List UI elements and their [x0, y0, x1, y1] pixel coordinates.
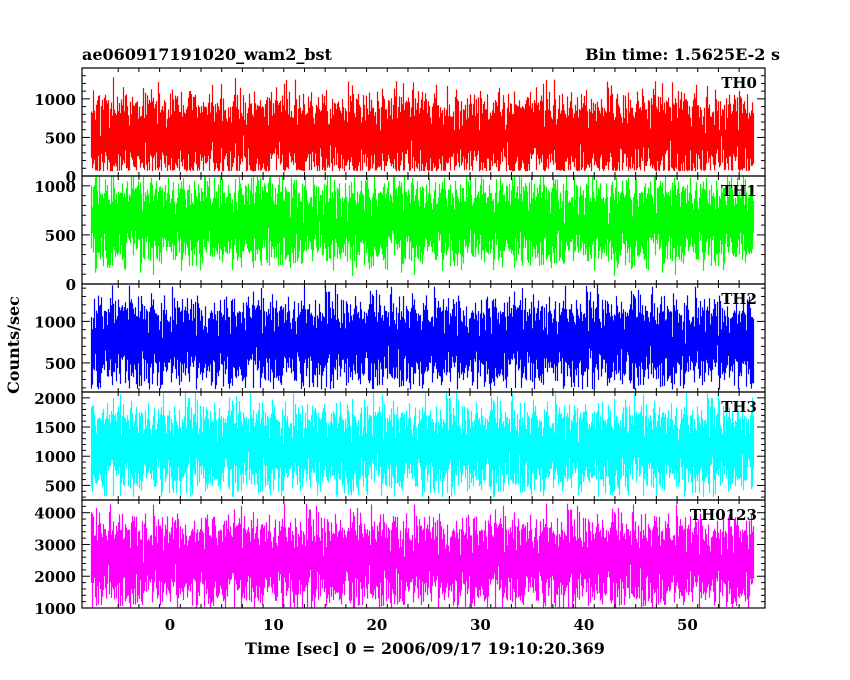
- y-tick-label: 1000: [34, 600, 76, 618]
- series-label-th3: TH3: [721, 398, 757, 416]
- panel-th0123: 1000 2000 3000 4000 TH0123: [34, 499, 766, 618]
- series-label-th0: TH0: [721, 74, 757, 92]
- y-tick-label: 4000: [34, 505, 76, 523]
- series-trace-th0123: [90, 503, 755, 608]
- x-tick-label: 0: [165, 616, 175, 634]
- series-trace-th1: [90, 176, 755, 277]
- x-tick-label: 50: [677, 616, 698, 634]
- y-tick-label: 500: [45, 129, 76, 147]
- series-label-th1: TH1: [721, 182, 757, 200]
- y-tick-label: 2000: [34, 390, 76, 408]
- x-tick-label: 40: [573, 616, 594, 634]
- y-tick-label: 1000: [34, 178, 76, 196]
- series-trace-th3: [90, 392, 755, 497]
- panel-th2: 500 1000 TH2: [34, 283, 766, 393]
- y-tick-label: 0: [66, 276, 76, 294]
- y-axis-label: Counts/sec: [4, 296, 23, 394]
- y-tick-label: 500: [45, 477, 76, 495]
- y-tick-label: 0: [66, 168, 76, 186]
- y-tick-label: 1000: [34, 313, 76, 331]
- y-tick-label: 1000: [34, 448, 76, 466]
- y-tick-label: 1500: [34, 419, 76, 437]
- bin-time-label: Bin time: 1.5625E-2 s: [585, 45, 780, 64]
- series-label-th2: TH2: [721, 290, 757, 308]
- y-tick-label: 500: [45, 355, 76, 373]
- x-tick-label: 10: [263, 616, 284, 634]
- x-axis-label: Time [sec] 0 = 2006/09/17 19:10:20.369: [245, 639, 605, 658]
- series-trace-th2: [90, 284, 755, 390]
- y-tick-label: 500: [45, 227, 76, 245]
- x-tick-label: 30: [470, 616, 491, 634]
- x-axis: 0 10 20 30 40 50: [165, 616, 698, 634]
- panel-th3: 500 1000 1500 2000 TH3: [34, 390, 766, 501]
- y-tick-label: 3000: [34, 536, 76, 554]
- series-label-th0123: TH0123: [690, 506, 757, 524]
- panel-th1: 0 500 1000 TH1: [34, 175, 766, 294]
- chart-title: ae060917191020_wam2_bst: [82, 45, 333, 64]
- panel-th0: 0 500 1000 TH0: [34, 67, 766, 186]
- x-tick-label: 20: [366, 616, 387, 634]
- panel-frame: [81, 499, 766, 609]
- y-tick-label: 1000: [34, 91, 76, 109]
- series-trace-th0: [90, 77, 755, 172]
- y-tick-label: 2000: [34, 568, 76, 586]
